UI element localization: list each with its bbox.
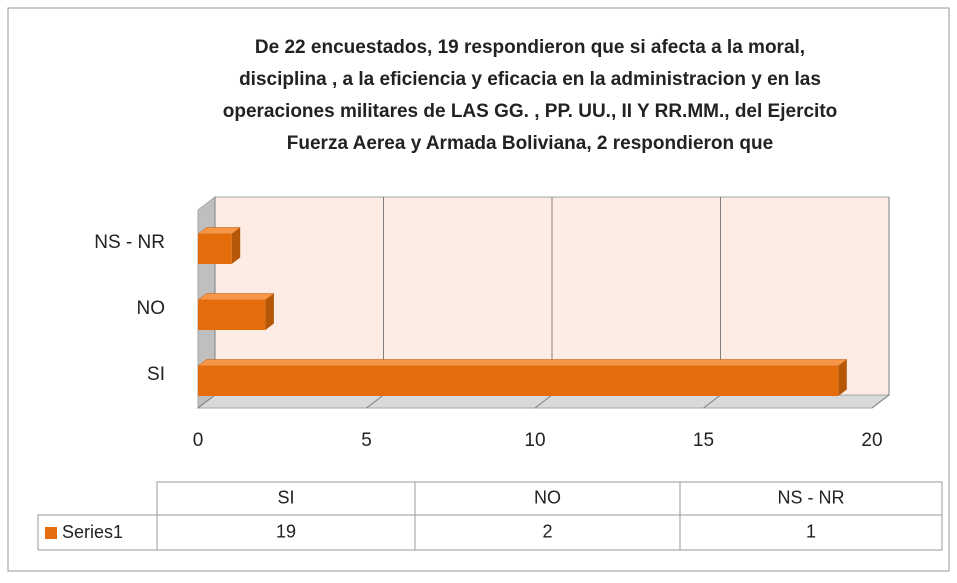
- table-border: [37, 481, 943, 551]
- table-header: NO: [534, 487, 561, 507]
- x-tick-label: 10: [524, 430, 545, 451]
- bar: [197, 293, 275, 330]
- bar-top: [197, 293, 275, 301]
- x-tick-label: 20: [861, 430, 882, 451]
- bar: [197, 227, 241, 264]
- table-value: 1: [806, 521, 816, 541]
- chart-title: disciplina , a la eficiencia y eficacia …: [239, 69, 821, 90]
- legend-swatch: [45, 527, 57, 539]
- chart-title: De 22 encuestados, 19 respondieron que s…: [255, 37, 805, 58]
- floor-grid-line: [366, 394, 384, 409]
- bar-top: [197, 359, 848, 367]
- chart-title: operaciones militares de LAS GG. , PP. U…: [223, 101, 838, 122]
- floor-grid-line: [703, 394, 721, 409]
- y-tick-label: SI: [147, 364, 165, 385]
- bar-side: [231, 227, 241, 264]
- floor-grid-line: [871, 394, 890, 409]
- x-tick-label: 5: [361, 430, 372, 451]
- y-tick-label: NO: [137, 298, 166, 319]
- table-value: 19: [276, 521, 296, 541]
- bar-front: [198, 366, 839, 396]
- table-header: SI: [277, 487, 294, 507]
- x-tick-label: 15: [693, 430, 714, 451]
- floor-grid-line: [197, 394, 216, 409]
- bar: [197, 359, 848, 396]
- table-header: NS - NR: [778, 487, 845, 507]
- bar-front: [198, 234, 232, 264]
- table-value: 2: [542, 521, 552, 541]
- chart-title: Fuerza Aerea y Armada Boliviana, 2 respo…: [287, 133, 773, 154]
- bar-side: [838, 359, 847, 396]
- legend-label: Series1: [62, 522, 123, 542]
- floor-grid-line: [534, 394, 553, 409]
- bar-side: [265, 293, 274, 330]
- x-tick-label: 0: [193, 430, 204, 451]
- y-tick-label: NS - NR: [94, 232, 165, 253]
- bar-front: [198, 300, 266, 330]
